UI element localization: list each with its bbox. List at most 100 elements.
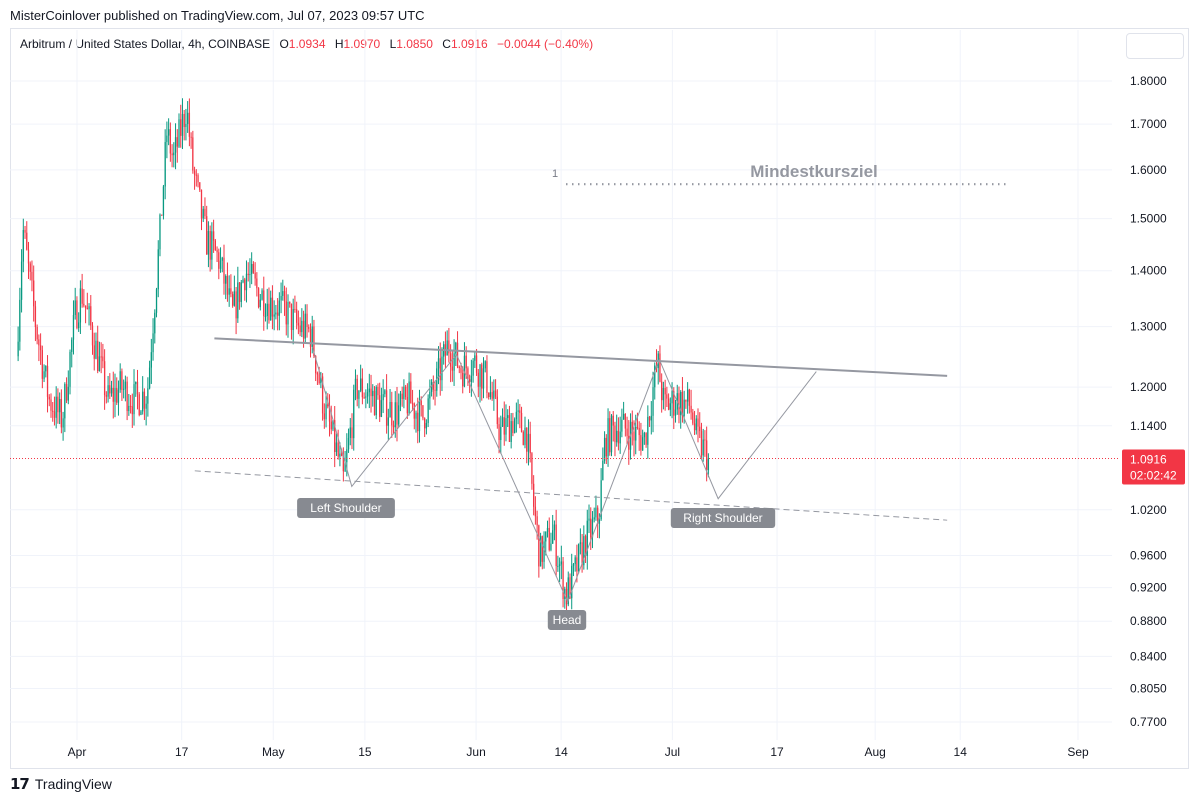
candle-body — [187, 112, 189, 124]
candle-body — [39, 345, 42, 351]
right-shoulder-label-badge — [670, 508, 776, 528]
candle-body — [430, 382, 433, 392]
x-tick-label: 14 — [954, 745, 968, 759]
time-axis[interactable]: Apr 17 May 15 Jun 14 Jul 17 Aug 14 Sep — [68, 745, 1089, 759]
candle-body — [237, 282, 239, 319]
candle-body — [171, 153, 173, 156]
candle-body — [356, 378, 358, 399]
x-tick-label: 17 — [770, 745, 784, 759]
candle-body — [375, 387, 377, 416]
y-tick-label: 1.3000 — [1130, 320, 1167, 334]
candle-body — [235, 291, 237, 319]
candle-body — [468, 379, 471, 382]
candle-body — [276, 312, 279, 316]
candle-body — [427, 398, 429, 423]
candle-body — [155, 289, 158, 313]
price-axis[interactable]: 1.8000 1.7000 1.6000 1.5000 1.4000 1.3000 1.20… — [1130, 74, 1167, 729]
candle-body — [669, 403, 671, 410]
candle-body — [45, 366, 47, 372]
candle-body — [467, 368, 469, 380]
head-label-badge — [547, 610, 587, 630]
candle-body — [325, 404, 327, 420]
candle-body — [361, 378, 364, 398]
candle-body — [207, 231, 210, 255]
y-tick-label: 0.8800 — [1130, 614, 1167, 628]
candle-body — [190, 136, 192, 138]
candle-body — [489, 392, 492, 398]
left-shoulder-label: Left Shoulder — [310, 501, 381, 515]
candle-body — [173, 152, 175, 156]
x-tick-label: May — [262, 745, 285, 759]
candle-body — [330, 421, 332, 430]
candle-body — [401, 393, 403, 400]
candle-body — [74, 300, 76, 316]
candle-body — [90, 306, 92, 326]
candle-body — [148, 367, 151, 389]
candle-body — [508, 415, 511, 442]
candle-body — [38, 339, 40, 346]
x-tick-label: Sep — [1067, 745, 1089, 759]
candle-body — [256, 278, 258, 289]
candles — [17, 98, 710, 615]
candle-body — [257, 288, 260, 308]
symbol-legend: Arbitrum / United States Dollar, 4h, COI… — [20, 37, 593, 51]
candle-body — [219, 260, 222, 269]
candle-body — [477, 372, 479, 387]
candle-body — [315, 355, 317, 374]
candle-body — [533, 483, 535, 507]
candle-body — [413, 403, 415, 419]
candle-body — [135, 381, 137, 385]
chart-toolbar-button[interactable] — [1126, 33, 1184, 59]
candle-body — [704, 439, 706, 441]
tradingview-logo-icon: 𝟭𝟳 — [10, 776, 30, 793]
change-value: −0.0044 (−0.40%) — [497, 37, 594, 51]
candle-body — [602, 460, 604, 481]
candle-body — [558, 564, 561, 566]
candle-body — [531, 453, 533, 484]
candle-body — [545, 531, 547, 542]
candle-body — [612, 415, 614, 426]
candle-body — [394, 402, 396, 428]
candle-body — [306, 313, 308, 328]
candle-body — [572, 564, 575, 566]
candle-body — [581, 542, 583, 566]
candle-body — [434, 389, 436, 391]
candle-body — [707, 458, 710, 471]
candle-body — [520, 412, 523, 432]
candle-body — [86, 307, 88, 310]
candle-body — [195, 174, 197, 176]
candle-body — [633, 431, 635, 441]
y-tick-label: 1.4000 — [1130, 264, 1167, 278]
candle-body — [420, 400, 422, 406]
resistance-line[interactable] — [214, 337, 948, 377]
candle-body — [142, 391, 144, 412]
candle-body — [285, 301, 287, 325]
candle-body — [621, 419, 623, 432]
candle-body — [48, 396, 50, 400]
candle-body — [389, 401, 391, 418]
candle-body — [380, 400, 383, 417]
candle-body — [261, 290, 263, 300]
candle-body — [456, 342, 459, 367]
candle-body — [162, 186, 165, 216]
candle-body — [437, 358, 440, 369]
candle-body — [503, 417, 505, 435]
tradingview-brand[interactable]: 𝟭𝟳 TradingView — [10, 775, 112, 793]
candle-body — [546, 527, 549, 532]
head-shoulders-zigzag[interactable] — [312, 347, 817, 604]
neckline-line[interactable] — [194, 470, 948, 521]
candle-body — [211, 231, 213, 260]
candle-body — [159, 214, 161, 250]
y-tick-label: 1.0200 — [1130, 503, 1167, 517]
candle-body — [26, 232, 28, 250]
candle-body — [565, 588, 568, 605]
candle-body — [97, 340, 99, 372]
candle-body — [616, 430, 618, 443]
candle-body — [263, 290, 265, 317]
candle-body — [103, 361, 106, 396]
candle-body — [631, 421, 633, 432]
symbol-name[interactable]: Arbitrum / United States Dollar, 4h, COI… — [20, 37, 271, 51]
candle-body — [635, 426, 637, 441]
candle-body — [661, 381, 663, 401]
